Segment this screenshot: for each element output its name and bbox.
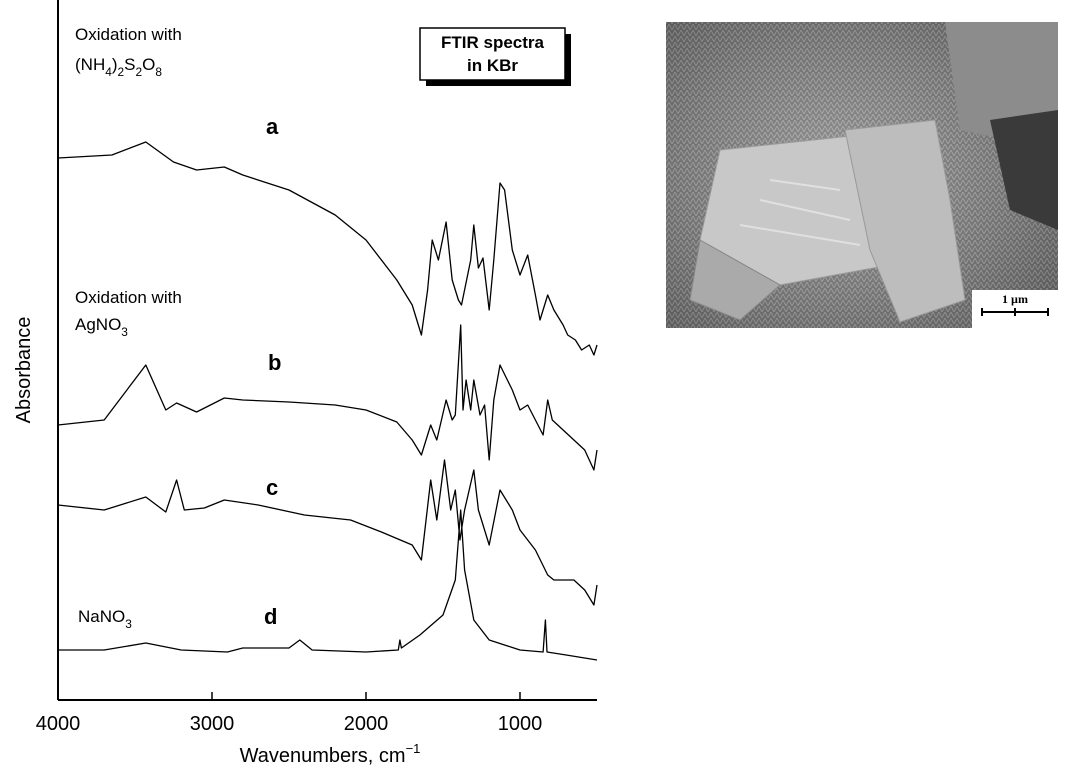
x-tick-label: 2000 <box>344 713 389 735</box>
annotation-part: 3 <box>121 325 128 339</box>
spectrum <box>58 510 597 660</box>
x-tick-label: 1000 <box>498 713 543 735</box>
annotation-part: (NH <box>75 55 105 74</box>
annotation: AgNO3 <box>75 315 128 339</box>
annotation: a <box>266 114 279 139</box>
annotation-part: a <box>266 114 279 139</box>
annotation: NaNO3 <box>78 607 132 631</box>
spectrum <box>58 142 597 355</box>
annotation-part: b <box>268 350 281 375</box>
legend-box-text: FTIR spectra <box>441 33 545 52</box>
annotation: Oxidation with <box>75 288 182 307</box>
annotation: c <box>266 475 278 500</box>
x-axis-label-unit: −1 <box>406 741 421 756</box>
spectrum <box>58 460 597 605</box>
annotation: b <box>268 350 281 375</box>
annotation-part: d <box>264 604 277 629</box>
annotation-part: 8 <box>155 65 162 79</box>
x-axis-label-text: Wavenumbers, cm <box>240 745 406 767</box>
annotation-part: S <box>124 55 135 74</box>
chart: 4000 3000 2000 1000 Wavenumbers, cm−1 Absorba… <box>13 0 597 767</box>
scale-bar-label: 1 µm <box>1002 292 1028 306</box>
annotation-part: 3 <box>125 617 132 631</box>
figure: 1 µm 4000 3000 2000 1000 Wavenumbers, cm−1 Ab… <box>0 0 1066 769</box>
spectrum <box>58 325 597 470</box>
annotation-part: c <box>266 475 278 500</box>
x-axis-label: Wavenumbers, cm−1 <box>240 741 421 767</box>
annotation: d <box>264 604 277 629</box>
annotation: (NH4)2S2O8 <box>75 55 162 79</box>
legend-box-text: in KBr <box>467 56 518 75</box>
x-tick-label: 3000 <box>190 713 235 735</box>
annotation-part: O <box>142 55 155 74</box>
annotation-part: NaNO <box>78 607 125 626</box>
sem-image: 1 µm <box>666 22 1058 328</box>
annotation-part: Oxidation with <box>75 25 182 44</box>
page: {"chart_data": { "type": "line", "y_labe… <box>0 0 1066 769</box>
y-axis-label: Absorbance <box>13 317 35 424</box>
annotation-part: Oxidation with <box>75 288 182 307</box>
x-tick-label: 4000 <box>36 713 81 735</box>
annotation-part: AgNO <box>75 315 121 334</box>
annotation: Oxidation with <box>75 25 182 44</box>
